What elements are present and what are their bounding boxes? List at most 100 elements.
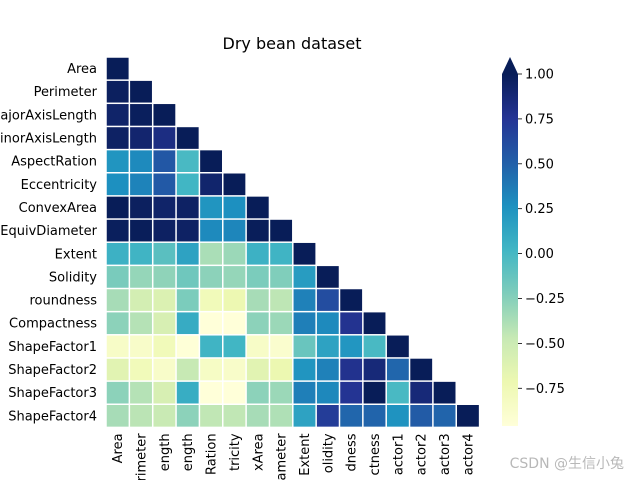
heatmap-cell-6-3 — [176, 196, 199, 219]
heatmap-cell-11-5 — [223, 312, 246, 335]
row-label-14: ShapeFactor3 — [8, 386, 97, 401]
heatmap-cell-15-7 — [270, 405, 293, 427]
colorbar-extend-arrow — [502, 57, 518, 74]
heatmap-cell-0-0 — [106, 57, 129, 80]
heatmap-cell-10-6 — [246, 289, 269, 311]
heatmap-cell-14-9 — [316, 381, 339, 404]
row-label-6: ConvexArea — [19, 201, 97, 216]
heatmap-cell-15-14 — [433, 405, 456, 427]
heatmap-cell-11-6 — [246, 312, 269, 335]
heatmap-cell-8-0 — [106, 242, 129, 265]
column-label-10: dness — [345, 433, 360, 471]
heatmap-cell-13-1 — [130, 358, 152, 381]
heatmap-cell-4-2 — [153, 150, 176, 172]
colorbar-tick-label-0: 1.00 — [525, 68, 554, 83]
heatmap-cell-13-10 — [340, 358, 363, 381]
heatmap-cell-13-6 — [246, 358, 269, 381]
heatmap-cell-3-0 — [106, 127, 129, 149]
column-label-0: Area — [111, 433, 126, 463]
heatmap-cells — [106, 57, 479, 427]
column-labels: Area rimeter ength ength Ration tricity xArea a… — [111, 433, 476, 480]
heatmap-cell-12-12 — [386, 335, 409, 358]
row-label-1: Perimeter — [34, 85, 98, 100]
heatmap-cell-12-2 — [153, 335, 176, 358]
heatmap-cell-14-10 — [340, 381, 363, 404]
heatmap-cell-12-1 — [130, 335, 152, 358]
row-label-2: ajorAxisLength — [0, 108, 97, 123]
heatmap-cell-13-5 — [223, 358, 246, 381]
heatmap-cell-6-6 — [246, 196, 269, 219]
heatmap-cell-7-2 — [153, 219, 176, 242]
heatmap-cell-9-7 — [270, 266, 293, 288]
row-label-10: roundness — [29, 294, 97, 309]
heatmap-cell-11-1 — [130, 312, 152, 335]
heatmap-cell-11-4 — [200, 312, 222, 335]
heatmap-cell-14-6 — [246, 381, 269, 404]
heatmap-cell-15-10 — [340, 405, 363, 427]
heatmap-cell-9-9 — [316, 266, 339, 288]
row-label-15: ShapeFactor4 — [8, 409, 97, 424]
colorbar-tick-label-3: 0.25 — [525, 202, 554, 217]
heatmap-cell-12-9 — [316, 335, 339, 358]
column-label-15: actor4 — [461, 433, 476, 475]
heatmap-cell-11-11 — [363, 312, 386, 335]
heatmap-cell-6-0 — [106, 196, 129, 219]
heatmap-cell-8-6 — [246, 242, 269, 265]
heatmap-cell-13-7 — [270, 358, 293, 381]
heatmap-cell-9-3 — [176, 266, 199, 288]
heatmap-cell-12-10 — [340, 335, 363, 358]
heatmap-cell-7-3 — [176, 219, 199, 242]
heatmap-cell-10-5 — [223, 289, 246, 311]
heatmap-cell-15-12 — [386, 405, 409, 427]
heatmap-cell-4-1 — [130, 150, 152, 172]
colorbar-tick-label-2: 0.50 — [525, 157, 554, 172]
row-label-9: Solidity — [49, 270, 97, 285]
watermark-text: CSDN @生信小兔 — [510, 456, 624, 472]
column-label-4: Ration — [205, 433, 220, 475]
colorbar-tick-label-7: −0.75 — [525, 382, 565, 397]
heatmap-cell-3-2 — [153, 127, 176, 149]
heatmap-cell-5-2 — [153, 173, 176, 196]
heatmap-cell-15-0 — [106, 405, 129, 427]
heatmap-cell-14-11 — [363, 381, 386, 404]
heatmap-cell-5-5 — [223, 173, 246, 196]
heatmap-cell-11-0 — [106, 312, 129, 335]
column-label-5: tricity — [228, 433, 243, 471]
colorbar-gradient — [502, 74, 518, 426]
heatmap-cell-11-3 — [176, 312, 199, 335]
heatmap-cell-2-0 — [106, 104, 129, 126]
heatmap-cell-14-13 — [410, 381, 433, 404]
column-label-3: ength — [181, 433, 196, 471]
heatmap-cell-13-4 — [200, 358, 222, 381]
column-label-11: ctness — [368, 433, 383, 475]
column-label-14: actor3 — [438, 433, 453, 475]
column-label-9: olidity — [321, 433, 336, 473]
column-label-13: actor2 — [415, 433, 430, 475]
heatmap-cell-3-3 — [176, 127, 199, 149]
heatmap-cell-13-13 — [410, 358, 433, 381]
heatmap-cell-6-5 — [223, 196, 246, 219]
heatmap-cell-15-2 — [153, 405, 176, 427]
heatmap-cell-10-1 — [130, 289, 152, 311]
heatmap-cell-9-4 — [200, 266, 222, 288]
heatmap-cell-5-3 — [176, 173, 199, 196]
heatmap-cell-14-7 — [270, 381, 293, 404]
heatmap-cell-14-2 — [153, 381, 176, 404]
heatmap-cell-15-6 — [246, 405, 269, 427]
chart-title: Dry bean dataset — [223, 34, 362, 53]
heatmap-cell-5-1 — [130, 173, 152, 196]
heatmap-cell-14-1 — [130, 381, 152, 404]
heatmap-cell-15-8 — [293, 405, 316, 427]
heatmap-cell-13-9 — [316, 358, 339, 381]
heatmap-cell-10-2 — [153, 289, 176, 311]
heatmap-cell-8-3 — [176, 242, 199, 265]
heatmap-cell-13-3 — [176, 358, 199, 381]
heatmap-cell-8-4 — [200, 242, 222, 265]
column-label-12: actor1 — [391, 433, 406, 475]
heatmap-cell-2-1 — [130, 104, 152, 126]
heatmap-cell-12-8 — [293, 335, 316, 358]
heatmap-cell-12-3 — [176, 335, 199, 358]
heatmap-cell-9-8 — [293, 266, 316, 288]
colorbar: 1.00 0.75 0.50 0.25 0.00 −0.25 −0.50 −0.75 — [502, 57, 565, 426]
